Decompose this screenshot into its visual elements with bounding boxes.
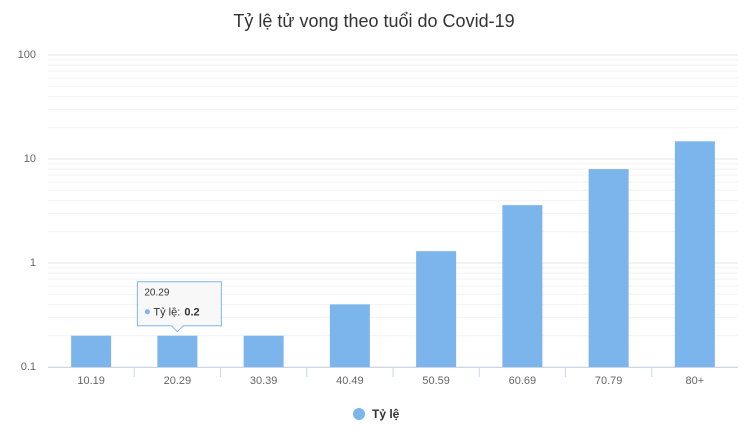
y-tick-label: 100 [18,49,36,61]
y-tick-label: 10 [24,153,36,165]
tooltip-value: 0.2 [184,307,199,319]
legend-label: Tỷ lệ [372,407,400,421]
y-tick-label: 1 [30,257,36,269]
bar [502,205,543,367]
x-tick-label: 70.79 [595,375,623,387]
x-tick-label: 10.19 [77,375,105,387]
x-tick-label: 40.49 [336,375,364,387]
chart-title: Tỷ lệ tử vong theo tuổi do Covid-19 [233,11,514,31]
bar [157,335,198,367]
x-tick-label: 80+ [686,375,705,387]
bar [329,304,370,367]
bar [674,141,715,367]
bar [71,335,112,367]
bar [588,169,629,367]
tooltip-header: 20.29 [144,287,169,298]
x-tick-label: 60.69 [509,375,537,387]
tooltip-marker [144,309,150,315]
tooltip: 20.29 Tỷ lệ: 0.2 [136,281,222,333]
y-tick-label: 0.1 [21,361,36,373]
bar [416,251,457,367]
x-tick-label: 50.59 [422,375,450,387]
x-tick-label: 30.39 [250,375,278,387]
tooltip-box [136,281,222,333]
x-tick-label: 20.29 [164,375,192,387]
bar [243,335,284,367]
legend-marker [353,408,365,420]
tooltip-label: Tỷ lệ: [153,307,180,319]
